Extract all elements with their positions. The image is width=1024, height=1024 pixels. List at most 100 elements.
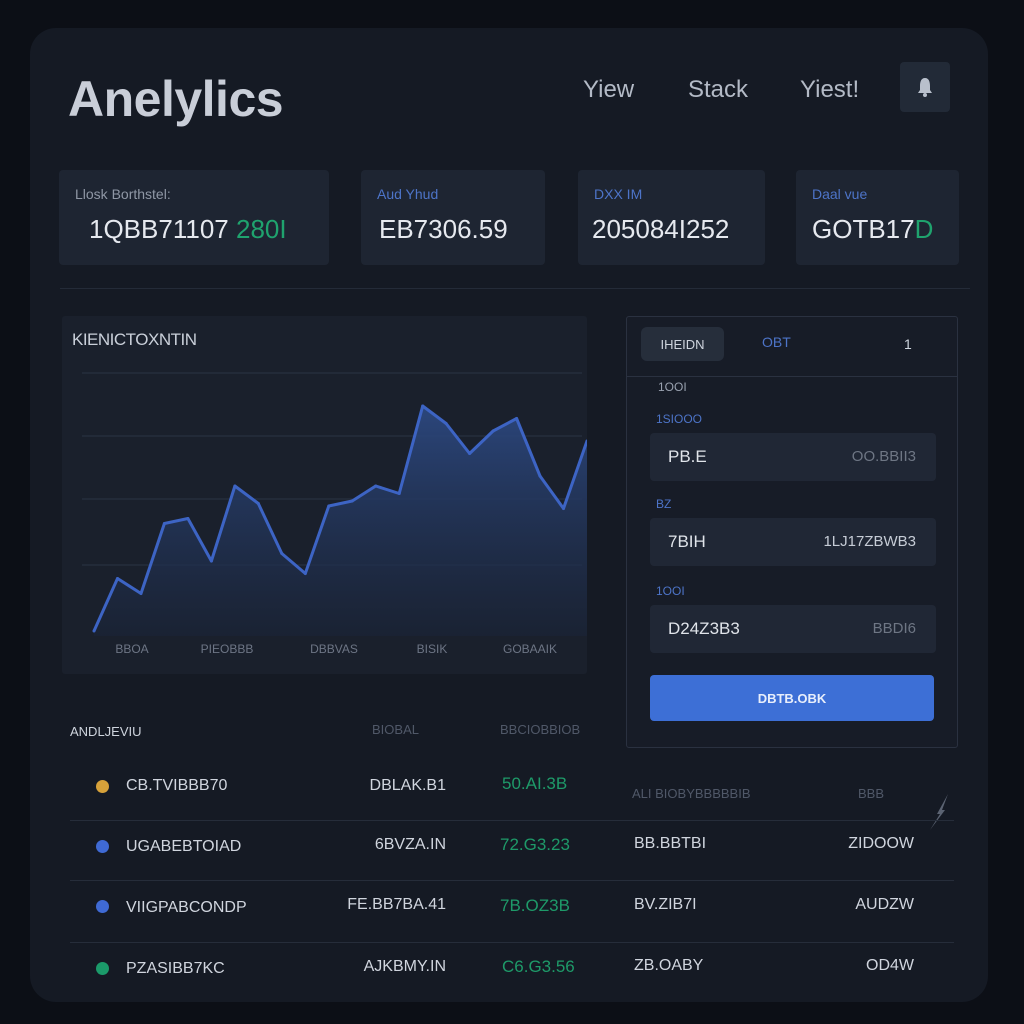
tab-active[interactable]: IHEIDN xyxy=(641,327,724,361)
stat-change: 280I xyxy=(235,214,287,244)
chart-point xyxy=(538,474,542,478)
row-amount: 72.G3.23 xyxy=(500,835,570,854)
field-2[interactable]: 7BIH 1LJ17ZBWB3 xyxy=(650,518,936,566)
table-header: BIOBAL xyxy=(372,722,419,737)
stat-card: Llosk Borthstel: 1QBB71107 280I xyxy=(59,170,329,265)
panel-caption: 1OOI xyxy=(658,380,687,394)
chart-x-tick: BISIK xyxy=(417,642,448,656)
chart-point xyxy=(233,484,237,488)
row-metric: ZB.OABY xyxy=(634,957,704,974)
chart-point xyxy=(562,507,565,510)
stat-value: 1QBB71107 280I xyxy=(89,214,287,244)
chart-point xyxy=(256,502,260,505)
chart-point xyxy=(374,484,378,488)
stat-value: EB7306.59 xyxy=(379,214,508,244)
trend-icon xyxy=(930,794,948,830)
row-divider xyxy=(70,942,954,943)
stat-label: DXX IM xyxy=(594,186,643,202)
chart-point xyxy=(397,492,401,495)
table-header: BBB xyxy=(858,786,885,801)
chart-point xyxy=(139,592,143,595)
chart-point xyxy=(186,517,190,520)
row-value: AJKBMY.IN xyxy=(363,958,446,975)
field-label: BZ xyxy=(656,497,672,511)
field-secondary: 1LJ17ZBWB3 xyxy=(823,533,916,550)
chart-area xyxy=(94,406,587,636)
chart-point xyxy=(468,452,472,455)
stat-label: Llosk Borthstel: xyxy=(75,186,171,202)
row-amount: 50.AI.3B xyxy=(502,774,568,793)
field-1[interactable]: PB.E OO.BBII3 xyxy=(650,433,936,481)
chart-point xyxy=(350,499,354,503)
chart-point xyxy=(162,522,166,525)
chart-point xyxy=(303,572,307,575)
chart-point xyxy=(585,439,587,443)
chart-x-tick: DBBVAS xyxy=(310,642,358,656)
stat-label: Aud Yhud xyxy=(377,186,439,202)
table-title: ANDLJEVIU xyxy=(70,724,142,739)
row-divider xyxy=(70,880,954,881)
row-name: VIIGPABCONDP xyxy=(126,899,247,916)
stat-card: DXX IM 205084I252 xyxy=(578,170,765,265)
field-label: 1SIOOO xyxy=(656,412,703,426)
section-divider xyxy=(60,288,970,289)
notification-button[interactable] xyxy=(900,62,950,112)
row-color-dot xyxy=(96,962,109,975)
chart-point xyxy=(421,404,425,408)
row-name: UGABEBTOIAD xyxy=(126,838,242,855)
chart-point xyxy=(491,429,495,433)
line-chart: BBOA PIEOBBB DBBVAS BISIK GOBAAIK xyxy=(82,372,587,656)
chart-point xyxy=(116,577,119,580)
stat-change: D xyxy=(914,214,934,244)
stat-card: Daal vue GOTB17D xyxy=(796,170,959,265)
stat-card: Aud Yhud EB7306.59 xyxy=(361,170,545,265)
chart-point xyxy=(92,629,96,633)
row-status: AUDZW xyxy=(855,896,914,913)
app-title: Anelylics xyxy=(68,71,284,127)
row-value: 6BVZA.IN xyxy=(374,836,446,853)
chart-point xyxy=(515,417,519,420)
row-amount: C6.G3.56 xyxy=(502,957,575,976)
panel-divider xyxy=(627,376,958,377)
row-value: FE.BB7BA.41 xyxy=(347,896,446,913)
chart-title: KIENICTOXNTIN xyxy=(72,330,197,349)
table-header: ALI BIOBYBBBBBIB xyxy=(632,786,751,801)
field-value: D24Z3B3 xyxy=(668,619,740,638)
row-color-dot xyxy=(96,900,109,913)
chart-point xyxy=(327,504,331,508)
nav-item-view[interactable]: Yiew xyxy=(583,76,635,103)
row-color-dot xyxy=(96,780,109,793)
chart-point xyxy=(209,559,213,563)
chart-point xyxy=(280,552,284,555)
row-status: ZIDOOW xyxy=(848,835,914,852)
row-value: DBLAK.B1 xyxy=(369,777,446,794)
row-name: CB.TVIBBB70 xyxy=(126,777,228,794)
field-label: 1OOI xyxy=(656,584,685,598)
nav-item-stack[interactable]: Stack xyxy=(688,76,749,103)
nav-item-yiest[interactable]: Yiest! xyxy=(800,76,860,103)
chart-series-line xyxy=(92,404,587,632)
panel-menu-button[interactable]: 1 xyxy=(904,336,912,352)
row-color-dot xyxy=(96,840,109,853)
row-status: OD4W xyxy=(866,957,914,974)
tab-secondary[interactable]: OBT xyxy=(762,334,791,350)
row-amount: 7B.OZ3B xyxy=(500,896,570,915)
stat-value: 205084I252 xyxy=(592,214,730,244)
submit-button[interactable]: DBTB.OBK xyxy=(650,675,934,721)
chart-x-tick: GOBAAIK xyxy=(503,642,557,656)
row-metric: BB.BBTBI xyxy=(634,835,707,852)
chart-x-tick: PIEOBBB xyxy=(201,642,254,656)
row-name: PZASIBB7KC xyxy=(126,960,225,977)
row-divider xyxy=(70,820,954,821)
field-secondary: OO.BBII3 xyxy=(851,448,916,465)
stat-label: Daal vue xyxy=(812,186,868,202)
chart-x-tick: BBOA xyxy=(115,642,148,656)
row-metric: BV.ZIB7I xyxy=(634,896,697,913)
bell-icon xyxy=(918,78,932,97)
field-secondary: BBDI6 xyxy=(872,620,916,637)
chart-point xyxy=(444,422,448,425)
field-3[interactable]: D24Z3B3 BBDI6 xyxy=(650,605,936,653)
table-header: BBCIOBBIOB xyxy=(500,722,581,737)
stat-value: GOTB17D xyxy=(812,214,934,244)
field-value: 7BIH xyxy=(668,532,706,551)
